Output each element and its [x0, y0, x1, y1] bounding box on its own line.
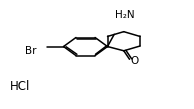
Text: HCl: HCl	[10, 80, 31, 93]
Text: O: O	[130, 56, 138, 66]
Text: H₂N: H₂N	[115, 10, 135, 20]
Text: Br: Br	[25, 46, 37, 56]
